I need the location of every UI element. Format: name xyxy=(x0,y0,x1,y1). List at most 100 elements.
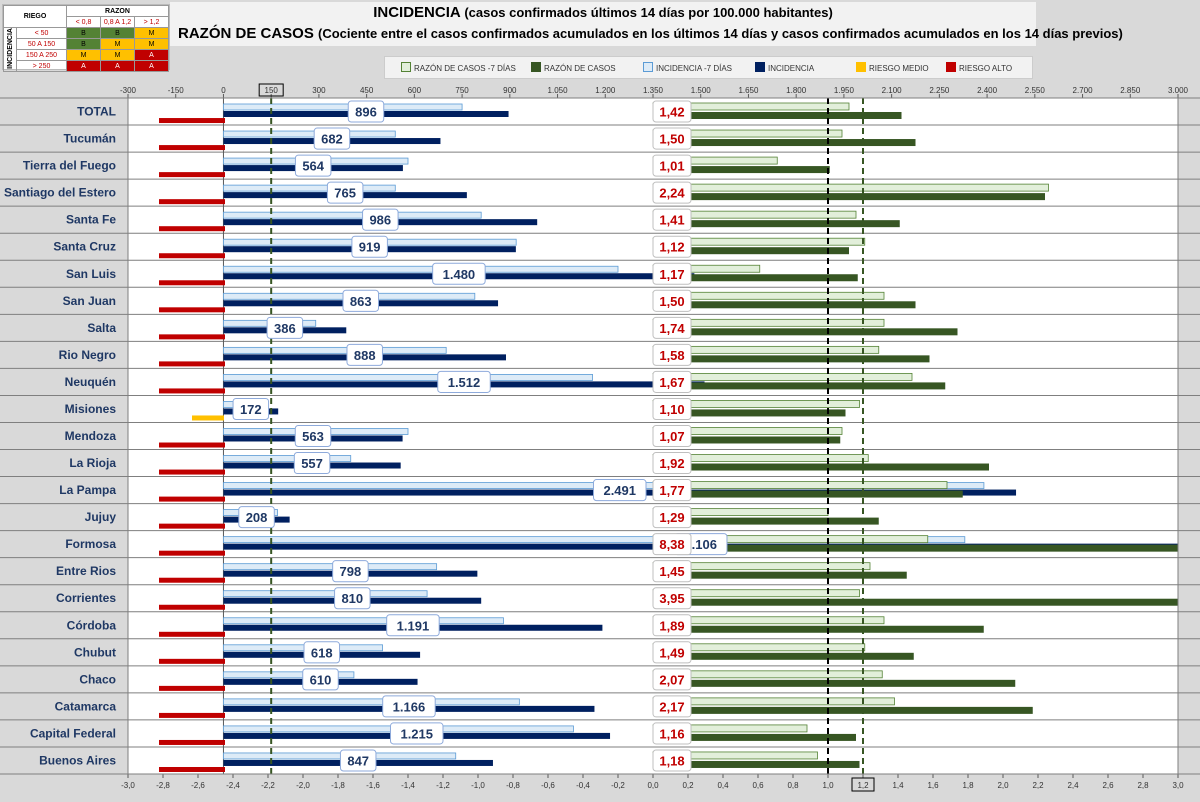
razon-data-label: 2,17 xyxy=(659,699,684,714)
top-axis-tick-label: 0 xyxy=(221,86,226,95)
bottom-axis-tick-label: -2,6 xyxy=(191,781,205,790)
razon-data-label: 2,07 xyxy=(659,672,684,687)
razon-data-label: 1,58 xyxy=(659,348,684,363)
risk-bar xyxy=(159,496,225,502)
incidencia-label-box xyxy=(362,208,399,231)
razon-data-label: 1,92 xyxy=(659,456,684,471)
razon-bar xyxy=(653,409,846,417)
incidencia-data-label: 986 xyxy=(369,213,391,228)
top-axis-tick-label: 2.700 xyxy=(1073,86,1094,95)
bottom-axis-highlight-box xyxy=(851,777,875,792)
top-axis-tick-label: 600 xyxy=(408,86,422,95)
incidencia-7dias-bar xyxy=(223,752,457,760)
category-label: Catamarca xyxy=(55,699,117,713)
razon-data-label: 1,50 xyxy=(659,294,684,309)
incidencia-7dias-bar xyxy=(223,455,352,462)
incidencia-data-label: 2.491 xyxy=(603,483,636,498)
incidencia-data-label: 563 xyxy=(302,429,324,444)
risk-bar xyxy=(159,631,225,637)
top-axis-tick-label: 2.250 xyxy=(929,86,950,95)
top-axis-tick-label: 450 xyxy=(360,86,374,95)
razon-data-label: 1,07 xyxy=(659,429,684,444)
top-axis-tick-label: 1.650 xyxy=(738,86,759,95)
razon-bar xyxy=(653,463,989,471)
razon-data-label: 1,67 xyxy=(659,375,684,390)
razon-label-box xyxy=(652,208,692,231)
risk-bar xyxy=(159,767,225,772)
incidencia-data-label: 798 xyxy=(340,564,362,579)
razon-label-box xyxy=(652,289,692,312)
legend-label: RIESGO MEDIO xyxy=(869,64,929,73)
incidencia-7dias-bar xyxy=(223,130,396,138)
razon-data-label: 1,17 xyxy=(659,267,684,282)
bottom-axis-tick-label: 1,6 xyxy=(927,781,939,790)
bottom-axis-tick-label: -0,2 xyxy=(611,781,625,790)
razon-label-box xyxy=(652,370,692,393)
bottom-axis-tick-label: 0,0 xyxy=(647,781,659,790)
incidencia-data-label: 1.480 xyxy=(443,267,476,282)
razon-bar xyxy=(653,247,849,255)
top-axis-tick-label: 2.400 xyxy=(977,86,998,95)
razon-bar xyxy=(653,733,856,741)
top-axis-tick-label: 900 xyxy=(503,86,517,95)
razon-data-label: 8,38 xyxy=(659,537,684,552)
risk-matrix: RIEGO RAZON < 0,8 0,8 A 1,2 > 1,2 INCIDE… xyxy=(2,4,170,72)
incidencia-data-label: 564 xyxy=(302,159,324,174)
category-label: Buenos Aires xyxy=(39,753,116,767)
bottom-axis-tick-label: 2,2 xyxy=(1032,781,1044,790)
razon-data-label: 1,12 xyxy=(659,240,684,255)
chart-legend: RAZÓN DE CASOS -7 DÍAS RAZÓN DE CASOS INCI… xyxy=(384,56,1033,79)
incidencia-7dias-bar xyxy=(223,617,504,625)
legend-swatch xyxy=(531,62,541,72)
category-label: Mendoza xyxy=(65,429,117,443)
legend-item: RIESGO MEDIO xyxy=(856,62,929,73)
razon-bar xyxy=(653,382,946,390)
razon-bar xyxy=(653,706,1033,714)
incidencia-data-label: 1.512 xyxy=(448,375,481,390)
incidencia-7dias-bar xyxy=(223,265,619,273)
bottom-axis-tick-label: 1,8 xyxy=(962,781,974,790)
header-panel xyxy=(170,2,1036,46)
top-axis-tick-label: 1.050 xyxy=(548,86,569,95)
legend-item: RAZÓN DE CASOS xyxy=(531,62,616,73)
risk-bar xyxy=(159,577,225,583)
bottom-axis-tick-label: 0,6 xyxy=(752,781,764,790)
top-axis-tick-label: 300 xyxy=(312,86,326,95)
razon-data-label: 1,50 xyxy=(659,132,684,147)
bottom-axis-tick-label: 0,2 xyxy=(682,781,694,790)
bottom-axis-tick-label: 2,8 xyxy=(1137,781,1149,790)
incidencia-data-label: 896 xyxy=(355,105,377,120)
category-label: Chaco xyxy=(79,672,116,686)
bottom-axis-tick-label: 2,6 xyxy=(1102,781,1114,790)
razon-data-label: 1,42 xyxy=(659,105,684,120)
incidencia-data-label: 1.166 xyxy=(393,699,426,714)
risk-bar xyxy=(159,685,225,691)
incidencia-label-box xyxy=(302,668,339,691)
risk-bar xyxy=(159,604,225,610)
title-second: RAZÓN DE CASOS xyxy=(178,25,314,42)
razon-data-label: 2,24 xyxy=(659,186,685,201)
category-label: Salta xyxy=(87,321,116,335)
razon-label-box xyxy=(652,722,692,745)
razon-label-box xyxy=(652,695,692,718)
razon-bar xyxy=(653,436,841,444)
bottom-axis-tick-label: -2,2 xyxy=(261,781,275,790)
razon-7dias-bar xyxy=(652,183,1049,192)
bottom-axis-tick-label: 2,0 xyxy=(997,781,1009,790)
risk-bar xyxy=(159,253,225,259)
legend-label: RIESGO ALTO xyxy=(959,64,1013,73)
razon-data-label: 1,01 xyxy=(659,159,684,174)
razon-label-box xyxy=(652,668,692,691)
incidencia-7dias-bar xyxy=(223,698,520,706)
top-axis-tick-label: 2.100 xyxy=(882,86,903,95)
razon-label-box xyxy=(652,533,692,556)
incidencia-label-box xyxy=(326,181,364,204)
risk-bar xyxy=(159,469,225,475)
risk-bar xyxy=(159,280,225,286)
incidencia-7dias-bar xyxy=(223,211,482,219)
incidencia-7dias-bar xyxy=(223,103,463,111)
legend-item: INCIDENCIA -7 DÍAS xyxy=(643,62,732,73)
incidencia-label-box xyxy=(342,289,379,312)
risk-table: RIEGO RAZON < 0,8 0,8 A 1,2 > 1,2 INCIDE… xyxy=(3,5,169,72)
category-label: TOTAL xyxy=(77,105,116,119)
